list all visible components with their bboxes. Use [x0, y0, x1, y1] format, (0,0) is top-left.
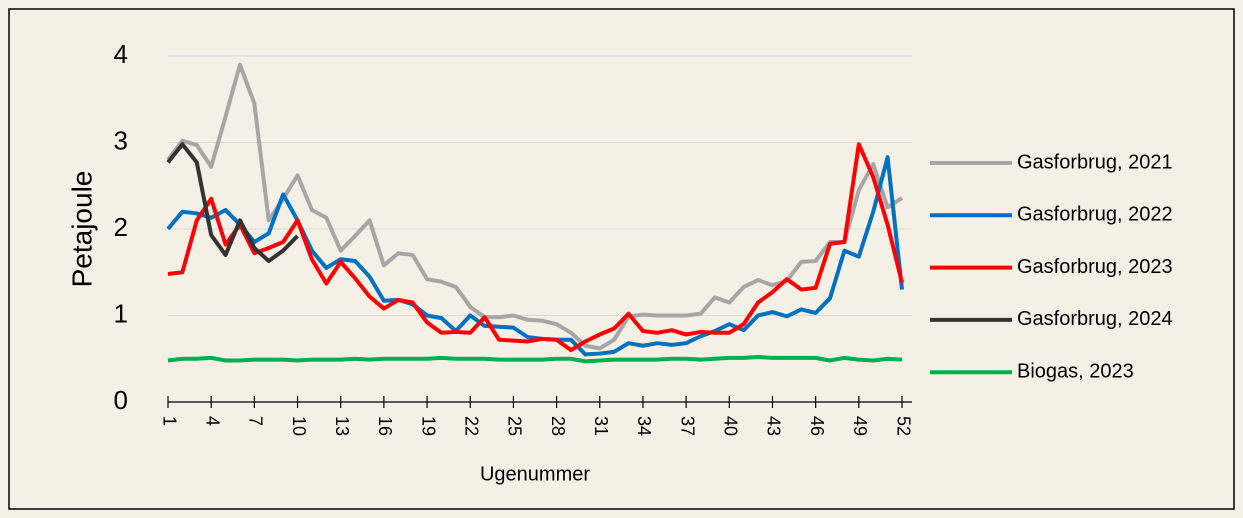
x-tick-label: 43 — [764, 416, 784, 436]
chart-frame — [8, 8, 1235, 510]
x-tick-label: 46 — [807, 416, 827, 436]
x-tick-label: 31 — [591, 416, 611, 436]
series-line — [167, 355, 903, 364]
x-tick-label: 13 — [332, 416, 352, 436]
y-tick-label: 4 — [114, 39, 128, 69]
series-line — [166, 155, 904, 357]
x-tick-label: 40 — [721, 416, 741, 436]
legend-label: Gasforbrug, 2023 — [1017, 256, 1173, 278]
x-tick-label: 1 — [159, 416, 179, 426]
legend-label: Gasforbrug, 2021 — [1017, 151, 1173, 173]
x-tick-label: 49 — [850, 416, 870, 436]
series-line — [166, 142, 299, 264]
x-tick-label: 10 — [289, 416, 309, 436]
x-tick-label: 37 — [677, 416, 697, 436]
x-axis-label: Ugenummer — [480, 463, 590, 485]
x-tick-label: 16 — [375, 416, 395, 436]
y-tick-label: 2 — [114, 212, 128, 242]
y-axis-label: Petajoule — [66, 171, 97, 288]
x-tick-label: 22 — [461, 416, 481, 436]
legend-label: Gasforbrug, 2022 — [1017, 204, 1173, 226]
legend-label: Gasforbrug, 2024 — [1017, 308, 1173, 330]
x-tick-label: 28 — [548, 416, 568, 436]
x-tick-label: 52 — [893, 416, 913, 436]
x-tick-label: 34 — [634, 416, 654, 436]
y-tick-label: 0 — [114, 385, 128, 415]
x-tick-label: 25 — [505, 416, 525, 436]
x-tick-label: 4 — [202, 416, 222, 426]
legend-label: Biogas, 2023 — [1017, 360, 1134, 382]
y-tick-label: 3 — [114, 125, 128, 155]
x-tick-label: 7 — [246, 416, 266, 426]
y-tick-label: 1 — [114, 298, 128, 328]
x-tick-label: 19 — [418, 416, 438, 436]
series-line — [167, 142, 904, 353]
